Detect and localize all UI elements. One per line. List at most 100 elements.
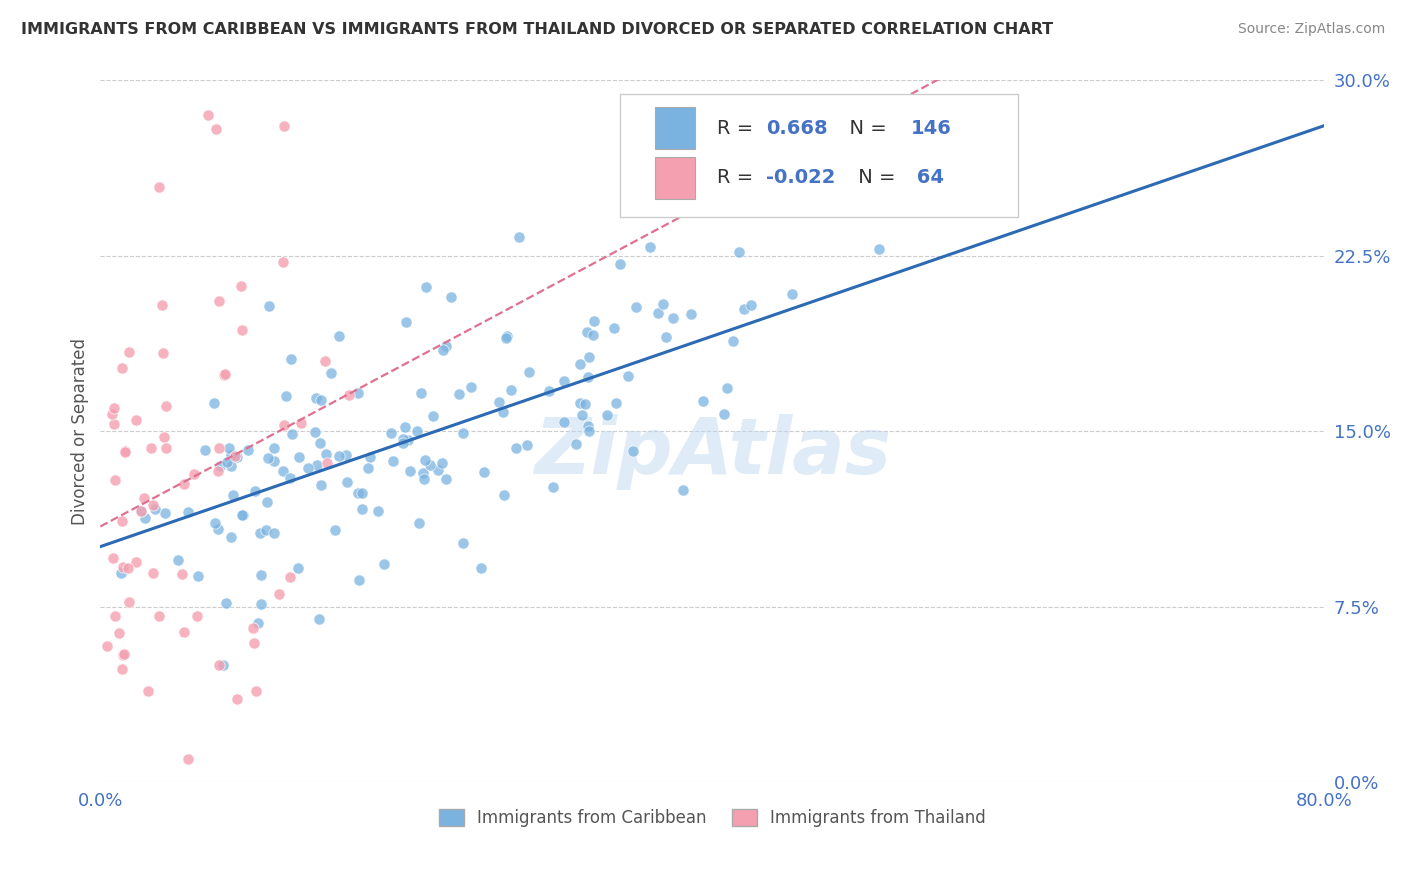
Point — [221, 530, 243, 544]
Point — [212, 368, 235, 382]
Point — [129, 504, 152, 518]
Point — [571, 409, 593, 423]
Point — [207, 442, 229, 456]
Point — [647, 306, 669, 320]
Text: N =: N = — [852, 169, 901, 187]
Point — [565, 436, 588, 450]
Point — [236, 442, 259, 457]
Point — [309, 478, 332, 492]
Point — [679, 307, 702, 321]
Point — [205, 122, 228, 136]
Point — [254, 523, 277, 537]
Point — [460, 380, 482, 394]
Point — [451, 535, 474, 549]
Text: Source: ZipAtlas.com: Source: ZipAtlas.com — [1237, 22, 1385, 37]
Point — [412, 466, 434, 480]
Point — [574, 397, 596, 411]
Point — [583, 314, 606, 328]
Point — [187, 568, 209, 582]
Point — [148, 608, 170, 623]
Point — [243, 636, 266, 650]
Point — [474, 465, 496, 479]
Point — [380, 425, 402, 440]
Point — [142, 566, 165, 580]
Point — [315, 456, 337, 470]
Point — [204, 516, 226, 531]
Point — [713, 407, 735, 421]
Point — [218, 441, 240, 455]
Point — [578, 351, 600, 365]
Point — [231, 323, 253, 337]
Point — [257, 299, 280, 313]
Point — [114, 443, 136, 458]
Point — [411, 386, 433, 401]
Point — [150, 298, 173, 312]
Point — [495, 331, 517, 345]
Point — [153, 506, 176, 520]
Point — [231, 508, 253, 523]
Text: R =: R = — [717, 119, 759, 138]
Point — [207, 522, 229, 536]
Point — [280, 570, 302, 584]
Point — [129, 504, 152, 518]
Point — [183, 467, 205, 481]
Point — [110, 566, 132, 580]
Point — [447, 387, 470, 401]
Point — [451, 425, 474, 440]
Point — [662, 311, 685, 326]
Point — [596, 408, 619, 422]
Point — [412, 472, 434, 486]
Point — [249, 597, 271, 611]
Point — [271, 255, 294, 269]
Point — [516, 438, 538, 452]
Point — [288, 450, 311, 465]
Point — [224, 449, 246, 463]
Point — [202, 396, 225, 410]
Point — [245, 483, 267, 498]
Point — [576, 418, 599, 433]
Point — [173, 625, 195, 640]
Point — [426, 463, 449, 477]
Point — [868, 243, 890, 257]
Point — [740, 297, 762, 311]
Point — [553, 374, 575, 388]
Point — [111, 360, 134, 375]
Point — [215, 596, 238, 610]
Point — [325, 523, 347, 537]
Point — [104, 474, 127, 488]
Point — [305, 458, 328, 472]
Point — [395, 315, 418, 329]
Point — [132, 491, 155, 505]
Point — [111, 559, 134, 574]
Point — [170, 567, 193, 582]
Point — [257, 451, 280, 466]
Point — [314, 354, 336, 368]
Text: 0.668: 0.668 — [766, 119, 828, 138]
Point — [215, 455, 238, 469]
Point — [382, 453, 405, 467]
FancyBboxPatch shape — [655, 157, 695, 199]
Point — [271, 465, 294, 479]
Point — [108, 626, 131, 640]
Point — [347, 386, 370, 401]
Point — [328, 450, 350, 464]
Point — [692, 394, 714, 409]
Text: IMMIGRANTS FROM CARIBBEAN VS IMMIGRANTS FROM THAILAND DIVORCED OR SEPARATED CORR: IMMIGRANTS FROM CARIBBEAN VS IMMIGRANTS … — [21, 22, 1053, 37]
Point — [716, 381, 738, 395]
Point — [434, 472, 457, 486]
Point — [117, 345, 139, 359]
Point — [100, 407, 122, 421]
Point — [167, 553, 190, 567]
Point — [290, 416, 312, 430]
Point — [582, 328, 605, 343]
Point — [232, 508, 254, 523]
Point — [651, 297, 673, 311]
Point — [250, 567, 273, 582]
Point — [136, 683, 159, 698]
Point — [226, 691, 249, 706]
Text: R =: R = — [717, 169, 759, 187]
Point — [280, 351, 302, 366]
Point — [208, 294, 231, 309]
Point — [508, 230, 530, 244]
Point — [415, 280, 437, 294]
